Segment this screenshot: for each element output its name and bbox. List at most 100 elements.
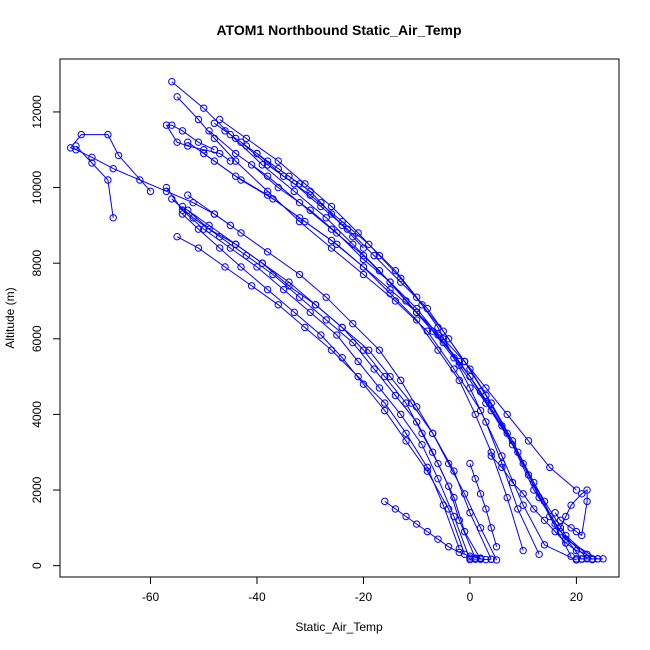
data-point: [295, 270, 304, 279]
data-point: [572, 555, 581, 563]
data-point: [530, 505, 538, 513]
data-point: [365, 346, 373, 354]
data-point: [263, 285, 272, 294]
series-line: [214, 122, 364, 249]
data-point: [599, 555, 607, 563]
series-6: [184, 138, 527, 555]
data-point: [327, 210, 336, 218]
data-point: [434, 474, 442, 483]
data-point: [487, 452, 495, 460]
data-point: [237, 229, 245, 237]
data-point: [210, 146, 219, 154]
data-point: [551, 509, 559, 517]
data-point: [205, 127, 213, 135]
data-point: [359, 263, 368, 271]
data-point: [136, 176, 144, 184]
data-point: [402, 437, 410, 445]
data-point: [492, 556, 501, 564]
series-20: [551, 486, 591, 540]
data-point: [189, 198, 197, 207]
data-point: [455, 516, 463, 524]
data-point: [205, 225, 213, 233]
data-point: [540, 541, 549, 549]
series-24: [572, 555, 607, 563]
series-18: [162, 121, 235, 165]
data-point: [200, 149, 208, 158]
data-point: [386, 372, 394, 381]
series-5: [253, 149, 543, 559]
data-point: [519, 501, 527, 509]
data-point: [231, 240, 240, 248]
data-point: [444, 335, 453, 343]
data-point: [349, 319, 357, 328]
data-point: [184, 142, 192, 150]
y-tick-label: 10000: [30, 171, 44, 205]
data-point: [301, 323, 309, 332]
data-point: [77, 130, 85, 139]
data-point: [242, 134, 251, 143]
series-17: [72, 142, 117, 222]
data-point: [466, 372, 474, 381]
data-point: [450, 467, 458, 475]
data-point: [109, 214, 117, 222]
data-point: [572, 486, 581, 494]
data-point: [439, 501, 448, 509]
series-line: [203, 153, 577, 491]
chart-title: ATOM1 Northbound Static_Air_Temp: [216, 22, 461, 38]
data-point: [444, 459, 453, 468]
data-point: [247, 161, 256, 169]
data-point: [487, 524, 495, 532]
series-line: [219, 119, 572, 557]
data-point: [178, 206, 187, 214]
y-tick-label: 6000: [30, 325, 44, 352]
data-point: [562, 539, 570, 547]
data-point: [327, 236, 336, 245]
data-point: [556, 516, 565, 524]
data-point: [375, 251, 384, 260]
data-point: [221, 263, 229, 271]
data-point: [444, 543, 453, 551]
data-point: [200, 146, 208, 154]
data-point: [412, 293, 421, 301]
data-point: [72, 142, 80, 150]
data-point: [285, 282, 293, 290]
data-point: [104, 176, 112, 184]
series-line: [187, 209, 492, 560]
data-point: [482, 384, 490, 392]
data-point: [354, 372, 362, 381]
series-line: [554, 489, 588, 537]
data-point: [263, 157, 272, 165]
data-point: [487, 448, 495, 456]
data-point: [178, 210, 187, 218]
data-point: [173, 138, 181, 146]
data-point: [386, 285, 394, 294]
data-point: [535, 550, 543, 559]
data-point: [588, 555, 597, 563]
data-point: [359, 380, 368, 388]
data-point: [274, 183, 282, 192]
data-point: [471, 410, 479, 419]
data-point: [359, 270, 368, 279]
data-point: [503, 493, 511, 502]
series-line: [490, 455, 588, 555]
series-19: [210, 119, 368, 252]
data-point: [397, 410, 405, 419]
series-22: [466, 459, 501, 551]
series-8: [200, 149, 581, 494]
x-tick-label: 0: [467, 590, 474, 604]
data-point: [226, 130, 235, 139]
y-axis: 0 2000 4000 6000 8000 10000 12000: [30, 95, 61, 569]
plot-frame: [59, 58, 620, 578]
data-point: [359, 255, 368, 264]
data-point: [583, 486, 591, 494]
y-tick-label: 12000: [30, 95, 44, 129]
data-point: [578, 555, 586, 563]
data-point: [168, 121, 176, 129]
data-point: [322, 316, 330, 324]
data-point: [237, 263, 245, 271]
data-point: [370, 251, 378, 260]
data-point: [184, 191, 192, 199]
data-point: [391, 505, 400, 513]
data-point: [567, 501, 575, 509]
data-point: [349, 233, 357, 241]
